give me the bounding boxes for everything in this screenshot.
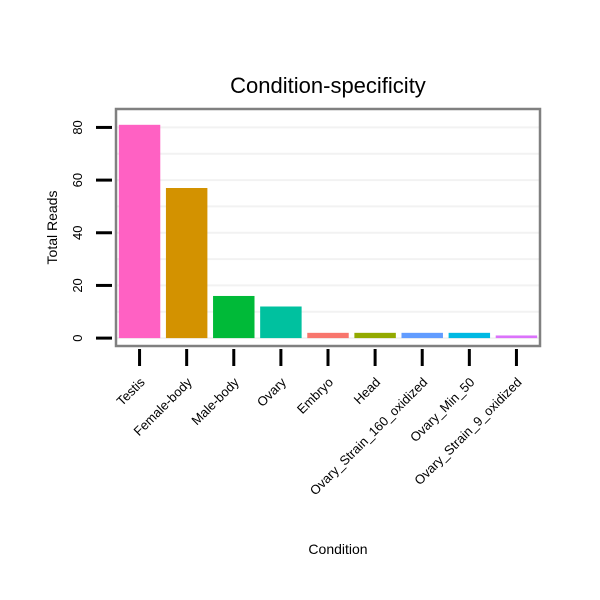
bar-testis[interactable] — [118, 124, 161, 339]
bars — [118, 124, 538, 339]
bar-ovary-strain-160-oxidized[interactable] — [401, 332, 443, 339]
x-tick-label: Male-body — [188, 374, 242, 428]
x-tick-label: Embryo — [294, 375, 336, 417]
y-axis-label: Total Reads — [44, 191, 60, 265]
y-tick-label: 40 — [70, 226, 85, 240]
bar-female-body[interactable] — [165, 188, 208, 339]
bar-ovary-strain-9-oxidized[interactable] — [495, 335, 538, 339]
x-tick-label: Ovary — [254, 374, 289, 409]
x-axis-label: Condition — [308, 541, 367, 557]
plot-frame — [114, 107, 542, 348]
bar-head[interactable] — [354, 332, 396, 339]
x-tick-label: Testis — [114, 374, 148, 408]
bar-male-body[interactable] — [213, 295, 255, 339]
bar-embryo[interactable] — [307, 332, 349, 339]
chart-title: Condition-specificity — [230, 73, 426, 98]
y-axis: 0 20 40 60 80 — [70, 120, 112, 342]
bar-ovary[interactable] — [260, 306, 302, 339]
y-tick-label: 80 — [70, 120, 85, 134]
y-tick-label: 0 — [70, 334, 85, 341]
bar-ovary-min-50[interactable] — [448, 332, 491, 339]
x-tick-label: Head — [351, 375, 384, 408]
y-tick-label: 20 — [70, 278, 85, 292]
y-tick-label: 60 — [70, 173, 85, 187]
